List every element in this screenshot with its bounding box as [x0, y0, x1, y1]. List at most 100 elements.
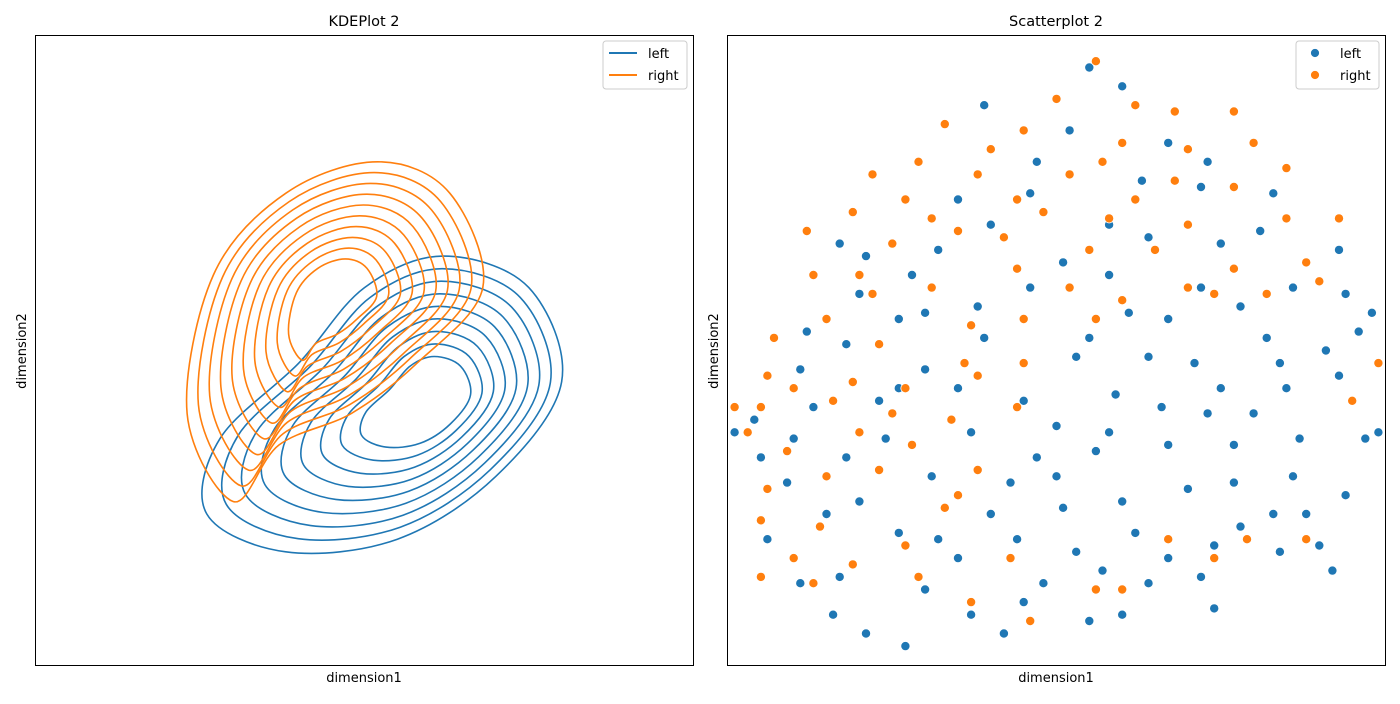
scatter-points [729, 56, 1384, 652]
kde-contour-left-level-7 [319, 330, 495, 475]
scatter-point-right [953, 225, 964, 236]
scatter-point-right [1301, 257, 1312, 268]
scatter-point-right [1163, 534, 1174, 545]
scatter-point-left [1314, 540, 1325, 551]
scatter-point-right [1012, 263, 1023, 274]
scatter-point-left [1340, 490, 1351, 501]
scatter-point-right [1018, 313, 1029, 324]
kde-axes-frame [35, 35, 694, 666]
scatter-point-right [821, 313, 832, 324]
scatter-point-left [1196, 282, 1207, 293]
scatter-point-left [920, 307, 931, 318]
scatter-point-left [795, 578, 806, 589]
kde-contour-right-level-3 [208, 182, 461, 471]
scatter-point-right [755, 515, 766, 526]
scatter-point-right [755, 402, 766, 413]
scatter-point-right [1090, 56, 1101, 67]
kde-legend-label-left: left [648, 47, 669, 62]
kde-xlabel: dimension1 [326, 671, 402, 686]
scatter-point-left [1340, 288, 1351, 299]
kde-contour-left-level-3 [240, 280, 541, 528]
scatter-point-right [1347, 395, 1358, 406]
scatter-point-left [1163, 439, 1174, 450]
scatter-point-right [926, 282, 937, 293]
scatter-point-left [1281, 383, 1292, 394]
scatter-point-left [1255, 225, 1266, 236]
scatter-point-left [1288, 282, 1299, 293]
scatter-point-left [821, 508, 832, 519]
scatter-point-left [1360, 433, 1371, 444]
scatter-point-left [1366, 307, 1377, 318]
scatter-point-right [815, 521, 826, 532]
scatter-point-right [1373, 358, 1384, 369]
scatter-point-left [1209, 540, 1220, 551]
scatter-point-left [1202, 156, 1213, 167]
scatter-point-right [972, 464, 983, 475]
scatter-point-right [966, 320, 977, 331]
scatter-point-right [1182, 144, 1193, 155]
scatter-point-right [1242, 534, 1253, 545]
scatter-point-right [1018, 125, 1029, 136]
scatter-point-right [1012, 402, 1023, 413]
scatter-point-left [755, 452, 766, 463]
scatter-axes-frame [727, 35, 1386, 666]
scatter-point-left [1228, 477, 1239, 488]
scatter-title: Scatterplot 2 [1009, 14, 1103, 30]
scatter-point-left [1274, 546, 1285, 557]
scatter-point-left [920, 584, 931, 595]
scatter-point-right [769, 332, 780, 343]
scatter-point-left [834, 238, 845, 249]
scatter-point-left [1117, 81, 1128, 92]
scatter-point-right [874, 339, 885, 350]
kde-contour-right-level-10 [287, 258, 378, 362]
kde-panel: KDEPlot 2 dimension1 dimension2 left rig… [15, 14, 694, 686]
scatter-point-left [966, 427, 977, 438]
scatter-point-right [1130, 100, 1141, 111]
scatter-point-right [926, 213, 937, 224]
scatter-point-right [998, 232, 1009, 243]
scatter-point-left [1110, 389, 1121, 400]
scatter-point-right [1005, 553, 1016, 564]
scatter-point-right [887, 408, 898, 419]
scatter-point-left [985, 508, 996, 519]
scatter-point-right [913, 571, 924, 582]
scatter-point-left [1123, 307, 1134, 318]
scatter-point-left [1058, 257, 1069, 268]
scatter-point-right [762, 483, 773, 494]
scatter-point-right [788, 553, 799, 564]
scatter-legend-marker-left [1310, 48, 1320, 58]
scatter-point-left [1012, 534, 1023, 545]
kde-contour-right-level-9 [276, 247, 390, 377]
scatter-point-left [933, 534, 944, 545]
scatter-point-left [1031, 156, 1042, 167]
kde-contour-right-level-1 [185, 160, 485, 503]
scatter-point-right [788, 383, 799, 394]
scatter-point-right [959, 358, 970, 369]
scatter-point-right [1169, 175, 1180, 186]
scatter-point-left [854, 496, 865, 507]
scatter-point-right [966, 597, 977, 608]
scatter-point-right [808, 269, 819, 280]
scatter-point-left [1031, 452, 1042, 463]
scatter-point-right [808, 578, 819, 589]
scatter-point-right [1012, 194, 1023, 205]
scatter-point-left [1071, 546, 1082, 557]
kde-contour-right-level-5 [231, 204, 438, 440]
scatter-point-right [900, 383, 911, 394]
scatter-point-right [847, 559, 858, 570]
scatter-point-left [1163, 553, 1174, 564]
kde-contour-right-level-7 [253, 225, 414, 409]
scatter-point-right [1182, 219, 1193, 230]
scatter-point-left [828, 609, 839, 620]
scatter-point-left [1235, 301, 1246, 312]
scatter-point-left [1196, 571, 1207, 582]
scatter-point-left [1025, 188, 1036, 199]
scatter-point-left [1163, 313, 1174, 324]
scatter-point-right [1097, 156, 1108, 167]
scatter-point-left [861, 628, 872, 639]
scatter-point-right [847, 376, 858, 387]
scatter-point-left [1018, 395, 1029, 406]
scatter-point-right [1038, 207, 1049, 218]
scatter-point-right [1064, 282, 1075, 293]
kde-contour-left-level-2 [220, 267, 552, 541]
